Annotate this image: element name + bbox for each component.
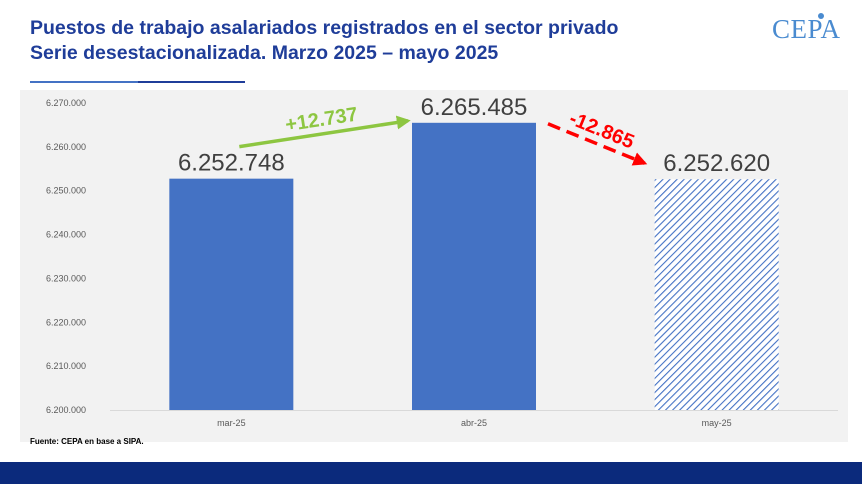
bar-value-label: 6.252.620 [663,150,770,177]
x-tick-label: may-25 [702,418,732,428]
x-tick-label: mar-25 [217,418,246,428]
source-note: Fuente: CEPA en base a SIPA. [30,437,144,446]
decrease-arrow [547,122,648,166]
footer-bar [0,462,862,484]
title-underline [30,81,245,83]
y-tick-label: 6.210.000 [46,361,86,371]
y-tick-label: 6.220.000 [46,317,86,327]
title-line-2: Serie desestacionalizada. Marzo 2025 – m… [30,42,499,64]
y-tick-label: 6.240.000 [46,230,86,240]
x-axis: mar-25 abr-25 may-25 [110,410,838,428]
bar-value-label: 6.252.748 [178,150,285,177]
chart-title: Puestos de trabajo asalariados registrad… [30,16,618,66]
bar-mar-25 [169,178,294,410]
y-tick-label: 6.270.000 [46,98,86,108]
x-tick-label: abr-25 [461,418,487,428]
cepa-logo: CEPA [772,14,841,44]
y-tick-label: 6.230.000 [46,273,86,283]
decrease-label: -12.865 [566,108,637,154]
bars: 6.252.748 6.265.485 6.252.620 [169,94,779,410]
bar-may-25 [654,179,779,410]
y-tick-label: 6.200.000 [46,405,86,415]
bar-abr-25 [412,122,536,410]
bar-value-label: 6.265.485 [421,94,528,121]
title-line-1: Puestos de trabajo asalariados registrad… [30,17,619,39]
y-axis: 6.200.000 6.210.000 6.220.000 6.230.000 6.24… [46,98,86,415]
increase-arrow [239,115,411,149]
logo-dot-icon [818,13,824,19]
y-tick-label: 6.250.000 [46,186,86,196]
y-tick-label: 6.260.000 [46,142,86,152]
